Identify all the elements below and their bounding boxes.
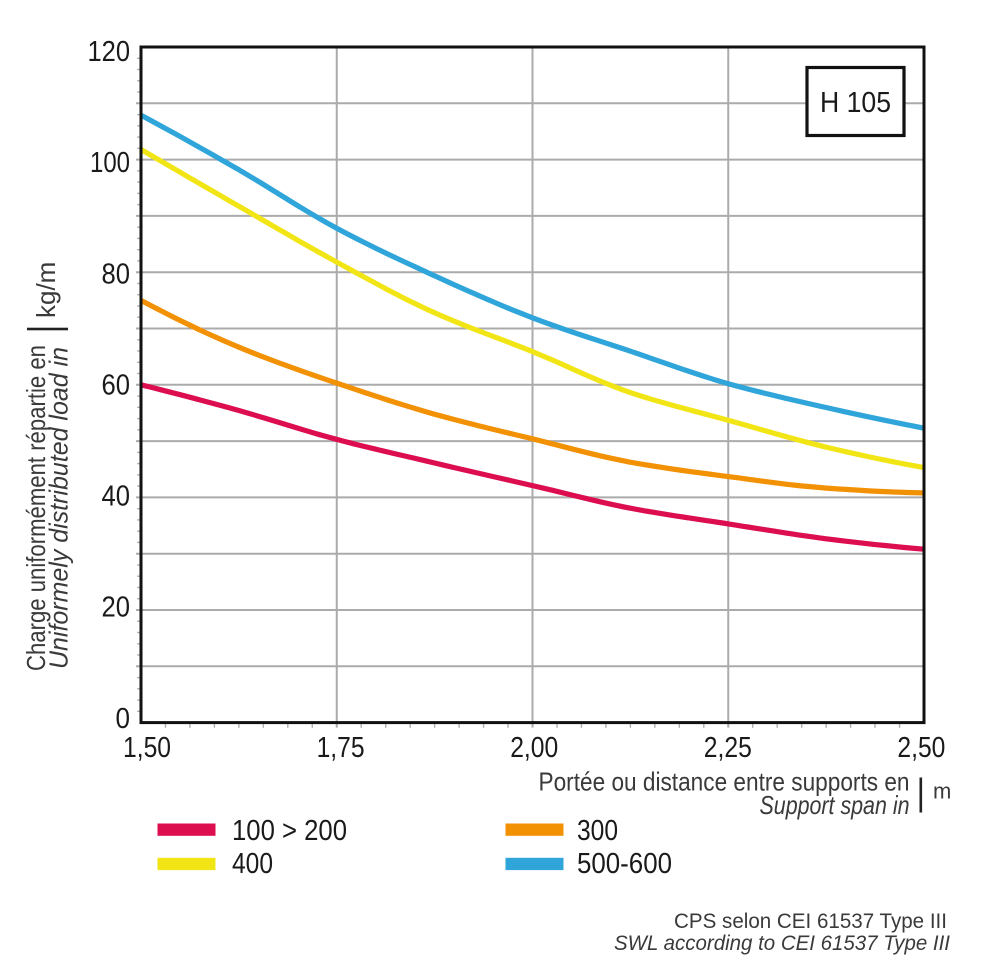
- svg-text:1,75: 1,75: [317, 732, 365, 764]
- svg-text:80: 80: [102, 258, 131, 290]
- svg-text:100: 100: [90, 147, 130, 179]
- svg-text:kg/m: kg/m: [31, 262, 61, 318]
- svg-text:300: 300: [577, 815, 618, 847]
- svg-text:SWL according to CEI 61537 Typ: SWL according to CEI 61537 Type III: [614, 931, 950, 955]
- svg-text:Support span in: Support span in: [760, 790, 910, 820]
- svg-text:Charge uniformément répartie e: Charge uniformément répartie en: [21, 345, 51, 671]
- svg-text:0: 0: [116, 703, 131, 735]
- svg-text:120: 120: [88, 36, 131, 68]
- svg-text:100 > 200: 100 > 200: [232, 815, 347, 847]
- svg-text:Uniformely distributed load in: Uniformely distributed load in: [44, 347, 74, 669]
- svg-text:2,25: 2,25: [704, 732, 752, 764]
- svg-text:Portée ou distance entre suppo: Portée ou distance entre supports en: [539, 767, 910, 797]
- svg-text:1,50: 1,50: [123, 732, 171, 764]
- svg-text:CPS selon CEI 61537 Type III: CPS selon CEI 61537 Type III: [674, 909, 947, 933]
- svg-text:60: 60: [102, 369, 131, 401]
- svg-text:40: 40: [102, 481, 131, 513]
- svg-text:20: 20: [102, 592, 131, 624]
- svg-text:2,00: 2,00: [510, 732, 558, 764]
- svg-text:m: m: [933, 779, 951, 804]
- svg-text:2,50: 2,50: [897, 732, 945, 764]
- svg-text:400: 400: [232, 848, 273, 880]
- svg-text:500-600: 500-600: [577, 848, 672, 880]
- svg-text:H 105: H 105: [820, 87, 891, 119]
